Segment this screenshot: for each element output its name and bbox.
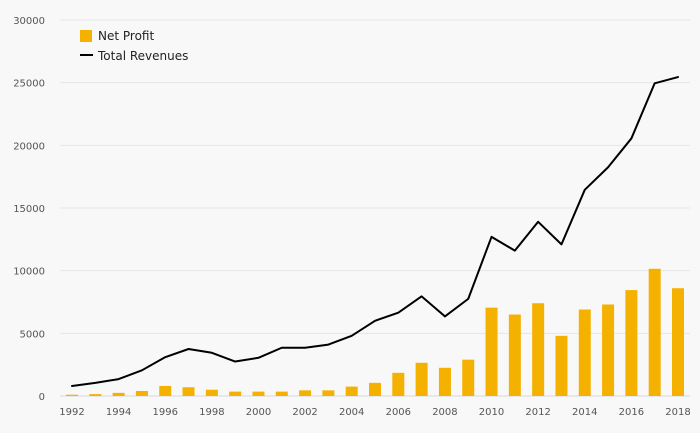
bar-net-profit-2011 [508, 314, 521, 396]
x-tick-label: 1996 [153, 407, 178, 418]
bar-net-profit-1999 [229, 391, 242, 396]
legend-net-profit-label: Net Profit [98, 29, 154, 43]
bar-net-profit-2014 [578, 309, 591, 396]
x-tick-label: 2014 [572, 407, 597, 418]
net-profit-bars [66, 268, 684, 396]
legend: Net Profit Total Revenues [80, 29, 188, 63]
x-axis-tick-labels: 1992 1994 1996 1998 2000 2002 2004 2006 2008 2010… [59, 407, 690, 418]
bar-net-profit-1995 [135, 390, 148, 396]
x-tick-label: 2018 [665, 407, 690, 418]
legend-net-profit-swatch [80, 30, 92, 42]
bar-net-profit-2004 [345, 386, 358, 396]
bar-net-profit-2012 [532, 303, 545, 396]
bar-net-profit-2003 [322, 390, 335, 396]
legend-total-revenues-swatch [80, 54, 93, 56]
bar-net-profit-1992 [66, 394, 78, 396]
bar-net-profit-1996 [159, 385, 172, 396]
gridlines [60, 19, 690, 397]
y-tick-label: 15000 [13, 204, 45, 215]
bar-net-profit-2002 [299, 390, 312, 396]
x-tick-label: 2006 [386, 407, 411, 418]
line-total-revenues [71, 76, 679, 387]
legend-total-revenues-label: Total Revenues [97, 49, 188, 63]
bar-net-profit-1993 [89, 394, 102, 396]
x-tick-label: 1998 [199, 407, 224, 418]
x-tick-label: 2002 [292, 407, 317, 418]
x-tick-label: 1992 [59, 407, 84, 418]
y-tick-label: 20000 [13, 141, 45, 152]
x-tick-label: 2010 [479, 407, 504, 418]
bar-net-profit-2009 [462, 359, 475, 396]
bar-net-profit-2001 [275, 391, 288, 396]
bar-net-profit-2006 [392, 372, 405, 396]
x-tick-label: 2016 [619, 407, 644, 418]
bar-net-profit-2015 [602, 304, 615, 396]
y-tick-label: 0 [39, 392, 45, 403]
bar-net-profit-2013 [555, 335, 568, 396]
y-tick-label: 5000 [20, 329, 45, 340]
y-axis-tick-labels: 0 5000 10000 15000 20000 25000 30000 [13, 16, 45, 403]
bar-net-profit-2016 [625, 290, 638, 396]
x-tick-label: 2004 [339, 407, 364, 418]
x-tick-label: 2008 [432, 407, 457, 418]
bar-net-profit-2000 [252, 391, 265, 396]
bar-net-profit-2007 [415, 362, 428, 396]
x-tick-label: 1994 [106, 407, 131, 418]
x-tick-label: 2000 [246, 407, 271, 418]
bar-net-profit-2018 [672, 288, 684, 396]
y-tick-label: 30000 [13, 16, 45, 27]
y-tick-label: 10000 [13, 267, 45, 278]
bar-net-profit-1997 [182, 387, 195, 396]
bar-net-profit-2005 [369, 382, 381, 396]
x-tick-label: 2012 [525, 407, 550, 418]
bar-net-profit-1998 [205, 389, 218, 396]
y-tick-label: 25000 [13, 79, 45, 90]
bar-net-profit-2008 [438, 367, 451, 396]
bar-net-profit-2010 [485, 307, 498, 396]
bar-net-profit-1994 [112, 392, 125, 396]
total-revenues-line-layer [71, 76, 679, 387]
bar-net-profit-2017 [648, 268, 661, 396]
